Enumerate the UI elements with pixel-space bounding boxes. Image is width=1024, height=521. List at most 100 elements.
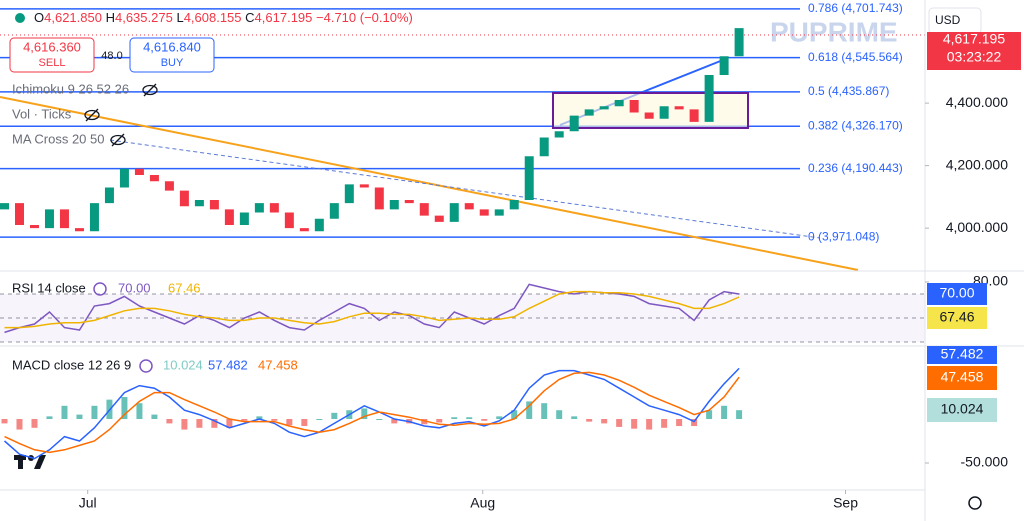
indicator-label[interactable]: MA Cross 20 50 [12,131,105,146]
candle [344,184,354,204]
histogram-bar [166,419,173,424]
ohlc-value: 4,621.850 [44,10,102,25]
histogram-bar [196,419,203,428]
macd-hist-value: 10.024 [163,357,203,372]
eye-icons [84,83,158,147]
histogram-bar [46,416,53,419]
candle [389,200,399,210]
ohlc-legend: O4,621.850 H4,635.275 L4,608.155 C4,617.… [34,10,413,25]
histogram-bar [301,419,308,427]
candle [479,209,489,216]
candle [254,203,264,213]
icon [139,359,153,373]
candle [464,203,474,210]
candle [704,75,714,122]
candle [29,225,39,229]
indicator-label[interactable]: Vol · Ticks [12,106,72,121]
candle [209,200,219,210]
series-line [4,371,740,454]
candle [734,28,744,57]
histogram-bar [421,419,428,425]
candle [554,131,564,138]
buy-price[interactable]: 4,616.840 [143,39,201,54]
candle [569,115,579,132]
fib-label: 0.236 (4,190.443) [808,161,903,175]
histogram-bar [436,419,443,423]
fib-label: 0.5 (4,435.867) [808,84,889,98]
ohlc-key: L [176,10,183,25]
histogram-bar [151,414,158,419]
currency[interactable]: USD [935,13,961,27]
histogram-bar [61,405,68,419]
y-tick-label: -50.000 [961,454,1009,470]
fib-label: 0.618 (4,545.564) [808,50,903,64]
candle [509,200,519,210]
histogram-bar [121,397,128,419]
candle [719,56,729,75]
series-line [4,290,740,329]
sell-button[interactable] [9,37,95,73]
fib-label: 0.786 (4,701.743) [808,1,903,15]
trend-line [0,96,859,271]
histogram-bar [556,410,563,419]
candle [59,209,69,229]
fib-label: 0 (3,971.048) [808,229,879,243]
candle [329,203,339,219]
series-line [4,283,740,334]
histogram-bar [721,405,728,419]
histogram-bar [691,419,698,427]
candle [599,106,609,110]
x-tick-label: Sep [833,495,858,511]
candle [689,109,699,122]
indicator-label[interactable]: Ichimoku 9 26 52 26 [12,81,129,96]
histogram-bar [361,408,368,419]
rsi-ma-value: 67.46 [168,280,201,295]
candle [269,203,279,213]
hist-tag: 10.024 [941,401,984,417]
histogram-bar [376,419,383,420]
candle [584,109,594,116]
candle [149,175,159,182]
histogram-bar [646,419,653,430]
candle [659,106,669,119]
x-tick-label: Jul [79,495,97,511]
histogram-bar [391,419,398,424]
histogram-bar [211,419,218,428]
histogram-bar [601,419,608,424]
sell-label[interactable]: SELL [39,57,66,69]
ohlc-key: O [34,10,44,25]
candle [359,184,369,188]
ohlc-value: 4,608.155 [184,10,242,25]
histogram-bar [286,419,293,426]
axis-tags: 70.00 67.46 57.482 47.458 10.024 [927,283,997,422]
y-tick-label: 4,400.000 [946,94,1008,110]
buy-button[interactable] [129,37,215,73]
candle [179,190,189,207]
histogram-bar [706,410,713,419]
histogram-bar [661,419,668,428]
signal-tag: 47.458 [941,369,984,385]
fib-label: 0.382 (4,326.170) [808,118,903,132]
ohlc-value: 4,617.195 [255,10,313,25]
watermark: PUPRIME [770,16,898,47]
ohlc-value: 4,635.275 [115,10,173,25]
buy-label[interactable]: BUY [161,57,184,69]
histogram-bar [181,419,188,430]
last-price: 4,617.195 [943,31,1005,47]
histogram-bar [271,419,278,421]
price-tag [927,32,1021,70]
histogram-bar [736,410,743,419]
histogram-bar [526,401,533,419]
rsi-title: RSI 14 close [12,280,86,295]
candle [224,209,234,225]
histogram-bar [541,403,548,419]
countdown: 03:23:22 [947,49,1002,65]
sell-price[interactable]: 4,616.360 [23,39,81,54]
range-box [552,92,749,129]
histogram-bar [226,419,233,428]
settings-button[interactable] [968,496,982,510]
histogram-bar [76,414,83,419]
macd-value: 57.482 [208,357,248,372]
histogram-bar [241,419,248,421]
